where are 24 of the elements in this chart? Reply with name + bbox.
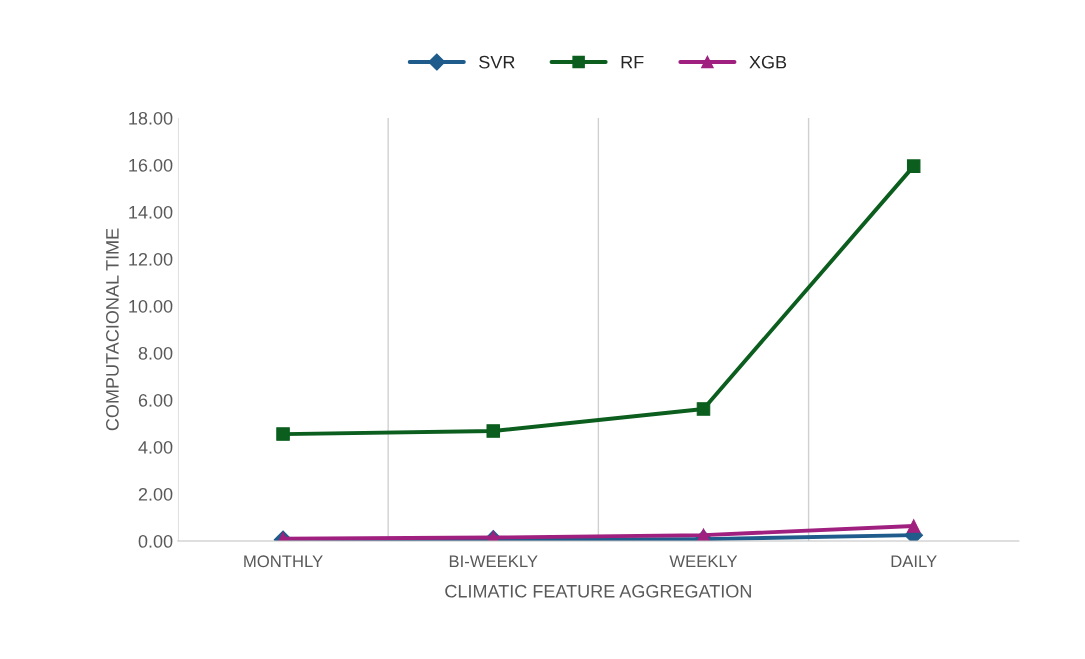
x-tick-label: MONTHLY bbox=[244, 555, 323, 568]
y-tick-label: 4.00 bbox=[138, 440, 173, 454]
point bbox=[276, 427, 290, 441]
y-tick-label: 6.00 bbox=[138, 393, 173, 407]
y-tick-label: 14.00 bbox=[129, 205, 173, 219]
legend-label: SVR bbox=[479, 55, 515, 69]
point bbox=[486, 424, 501, 438]
y-tick-label: 16.00 bbox=[129, 158, 173, 172]
y-axis-title: COMPUTACIONAL TIME bbox=[105, 228, 119, 431]
point bbox=[696, 402, 711, 416]
legend-label: XGB bbox=[749, 55, 787, 69]
point bbox=[906, 519, 921, 533]
point bbox=[906, 159, 921, 173]
y-tick-label: 10.00 bbox=[129, 299, 173, 313]
y-tick-label: 8.00 bbox=[138, 346, 173, 360]
x-axis-title: CLIMATIC FEATURE AGGREGATION bbox=[445, 584, 751, 598]
y-tick-label: 0.00 bbox=[138, 534, 173, 548]
x-tick-label: DAILY bbox=[891, 555, 937, 568]
y-tick-label: 18.00 bbox=[129, 111, 173, 125]
x-tick-label: BI-WEEKLY bbox=[449, 555, 538, 568]
x-tick-label: WEEKLY bbox=[669, 555, 738, 568]
y-tick-label: 2.00 bbox=[138, 487, 173, 501]
legend-label: RF bbox=[621, 55, 644, 69]
y-tick-label: 12.00 bbox=[129, 252, 173, 266]
